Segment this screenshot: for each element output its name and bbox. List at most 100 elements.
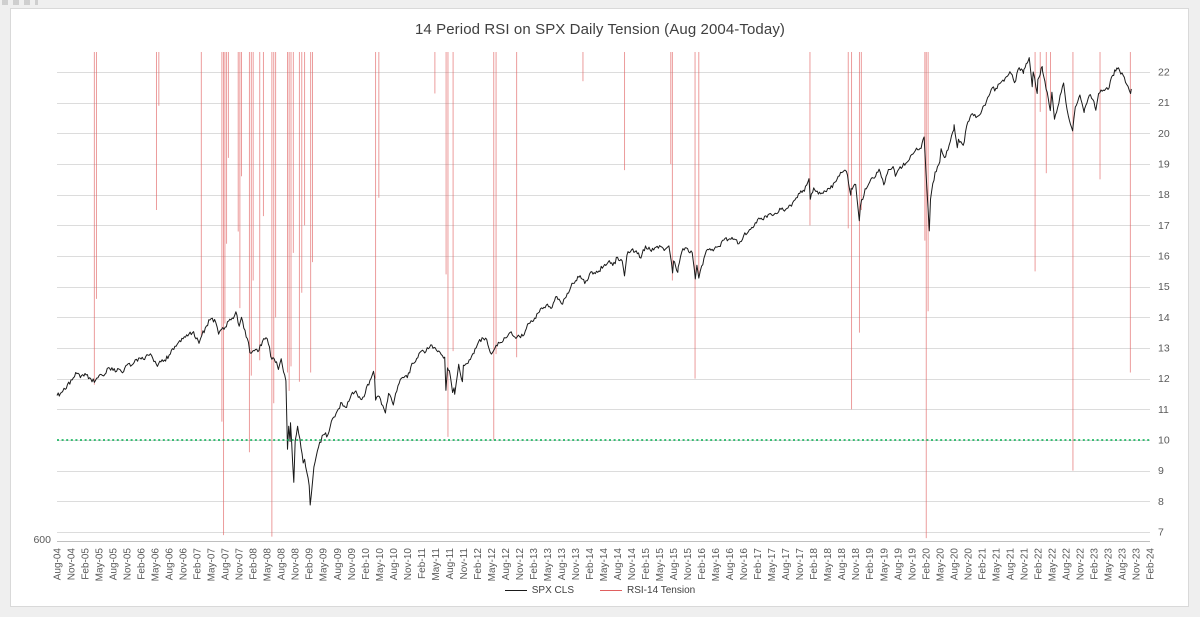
spx-close-line[interactable] — [56, 57, 1132, 506]
x-tick-label: Nov-16 — [739, 548, 750, 581]
legend-item-rsi[interactable]: RSI-14 Tension — [600, 585, 695, 596]
spx-line-swatch — [504, 590, 527, 591]
x-tick-label: May-14 — [599, 548, 610, 582]
x-tick-label: May-23 — [1103, 548, 1114, 582]
x-tick-label: Aug-07 — [221, 548, 232, 581]
x-tick-label: Aug-13 — [557, 548, 568, 581]
x-tick-label: Aug-12 — [501, 548, 512, 581]
x-tick-label: Aug-05 — [109, 548, 120, 581]
y-tick-label: 12 — [1158, 373, 1170, 385]
y-tick-label: 21 — [1158, 97, 1170, 109]
clipped-ui-fragment — [2, 0, 38, 5]
x-tick-label: May-08 — [263, 548, 274, 582]
x-tick-label: May-15 — [655, 548, 666, 582]
y-tick-label: 20 — [1158, 128, 1170, 140]
x-tick-label: Aug-06 — [165, 548, 176, 581]
x-tick-label: Feb-21 — [977, 548, 988, 580]
x-tick-label: May-16 — [711, 548, 722, 582]
x-tick-label: Nov-06 — [179, 548, 190, 581]
y-tick-label: 14 — [1158, 312, 1170, 324]
x-tick-label: Nov-14 — [627, 548, 638, 581]
x-tick-label: Aug-08 — [277, 548, 288, 581]
y-tick-label: 16 — [1158, 251, 1170, 263]
x-tick-label: Feb-10 — [361, 548, 372, 580]
rsi-tension-spikes[interactable] — [93, 52, 1131, 539]
x-tick-label: Aug-14 — [613, 548, 624, 581]
x-tick-label: Feb-09 — [305, 548, 316, 580]
x-tick-label: Nov-15 — [683, 548, 694, 581]
x-tick-label: Nov-08 — [291, 548, 302, 581]
x-tick-label: Aug-16 — [725, 548, 736, 581]
y-tick-label: 7 — [1158, 527, 1164, 539]
x-tick-label: Nov-23 — [1131, 548, 1142, 581]
y-tick-label: 8 — [1158, 496, 1164, 508]
x-tick-label: May-09 — [319, 548, 330, 582]
x-tick-label: May-07 — [207, 548, 218, 582]
y-tick-label: 11 — [1158, 404, 1169, 416]
x-tick-label: Feb-14 — [585, 548, 596, 580]
y-tick-label: 17 — [1158, 220, 1170, 232]
x-tick-label: Feb-23 — [1089, 548, 1100, 580]
x-tick-label: Feb-06 — [137, 548, 148, 580]
x-tick-label: Feb-07 — [193, 548, 204, 580]
x-tick-label: Nov-11 — [459, 548, 470, 580]
x-tick-label: Feb-15 — [641, 548, 652, 580]
x-tick-label: Nov-13 — [571, 548, 582, 581]
x-tick-label: Feb-08 — [249, 548, 260, 580]
x-tick-label: May-21 — [991, 548, 1002, 582]
legend-label-rsi: RSI-14 Tension — [627, 585, 696, 596]
x-tick-label: May-20 — [935, 548, 946, 582]
y-axis-left-min-label: 600 — [33, 534, 51, 546]
y-axis-right-labels: 7 8 9 10 11 12 13 14 15 16 17 18 19 20 21 22 — [1158, 67, 1170, 539]
x-tick-label: Aug-15 — [669, 548, 680, 581]
gridlines — [57, 72, 1150, 533]
x-tick-label: Aug-10 — [389, 548, 400, 581]
x-tick-label: Nov-17 — [795, 548, 806, 581]
x-tick-label: May-11 — [431, 548, 442, 581]
x-axis-labels: Aug-04 Nov-04 Feb-05 May-05 Aug-05 Nov-05 Feb-… — [53, 548, 1157, 582]
y-tick-label: 10 — [1158, 435, 1170, 447]
x-tick-label: Aug-11 — [445, 548, 456, 580]
x-tick-label: Aug-19 — [893, 548, 904, 581]
x-tick-label: Aug-18 — [837, 548, 848, 581]
x-tick-label: Aug-04 — [53, 548, 64, 581]
x-tick-label: Feb-20 — [921, 548, 932, 580]
y-tick-label: 19 — [1158, 159, 1170, 171]
x-tick-label: May-17 — [767, 548, 778, 582]
x-tick-label: Nov-22 — [1075, 548, 1086, 581]
x-tick-label: May-18 — [823, 548, 834, 582]
x-tick-label: Feb-24 — [1146, 548, 1157, 580]
chart-legend[interactable]: SPX CLS RSI-14 Tension — [0, 585, 1200, 596]
x-tick-label: Aug-22 — [1061, 548, 1072, 581]
x-tick-label: Nov-04 — [67, 548, 78, 581]
rsi-tension-swatch — [600, 590, 623, 591]
x-tick-label: Aug-21 — [1005, 548, 1016, 581]
x-tick-label: May-13 — [543, 548, 554, 582]
x-tick-label: Feb-11 — [417, 548, 428, 579]
x-tick-label: Nov-18 — [851, 548, 862, 581]
x-tick-label: Nov-19 — [907, 548, 918, 581]
x-tick-label: Feb-17 — [753, 548, 764, 580]
legend-item-spx[interactable]: SPX CLS — [504, 585, 575, 596]
x-tick-label: Nov-12 — [515, 548, 526, 581]
x-tick-label: Feb-13 — [529, 548, 540, 580]
legend-label-spx: SPX CLS — [531, 585, 575, 596]
x-tick-label: Nov-09 — [347, 548, 358, 581]
x-tick-label: May-19 — [879, 548, 890, 582]
y-tick-label: 13 — [1158, 343, 1170, 355]
chart-card[interactable] — [10, 8, 1189, 607]
x-tick-label: Aug-17 — [781, 548, 792, 581]
x-tick-label: Aug-23 — [1117, 548, 1128, 581]
x-tick-label: Feb-22 — [1033, 548, 1044, 580]
x-tick-label: May-06 — [151, 548, 162, 582]
x-tick-label: Feb-16 — [697, 548, 708, 580]
x-tick-label: Feb-18 — [809, 548, 820, 580]
y-tick-label: 9 — [1158, 465, 1164, 477]
x-tick-label: Feb-19 — [865, 548, 876, 580]
x-tick-label: Feb-05 — [81, 548, 92, 580]
x-tick-label: Aug-09 — [333, 548, 344, 581]
x-tick-label: May-10 — [375, 548, 386, 582]
x-tick-label: May-22 — [1047, 548, 1058, 582]
y-tick-label: 18 — [1158, 189, 1170, 201]
